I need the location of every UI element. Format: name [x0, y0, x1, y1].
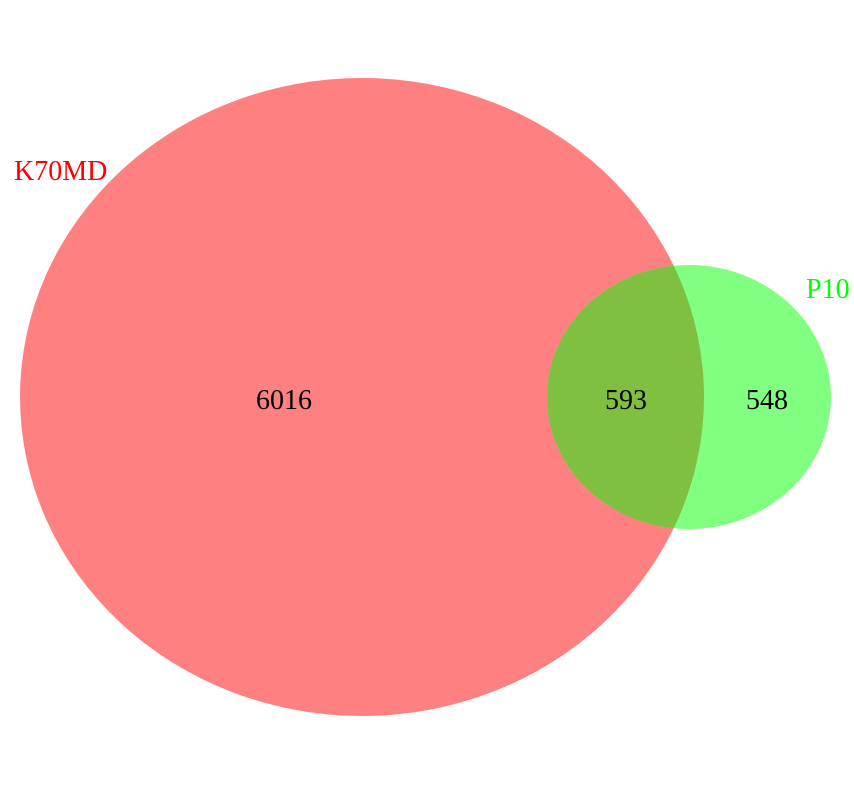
p10-set-label: P10	[806, 274, 850, 305]
intersection-count: 593	[605, 385, 647, 416]
k70md-only-count: 6016	[256, 385, 312, 416]
k70md-set-circle	[20, 78, 704, 716]
p10-only-count: 548	[746, 385, 788, 416]
k70md-set-label: K70MD	[14, 156, 107, 187]
overlap-region	[547, 265, 704, 529]
